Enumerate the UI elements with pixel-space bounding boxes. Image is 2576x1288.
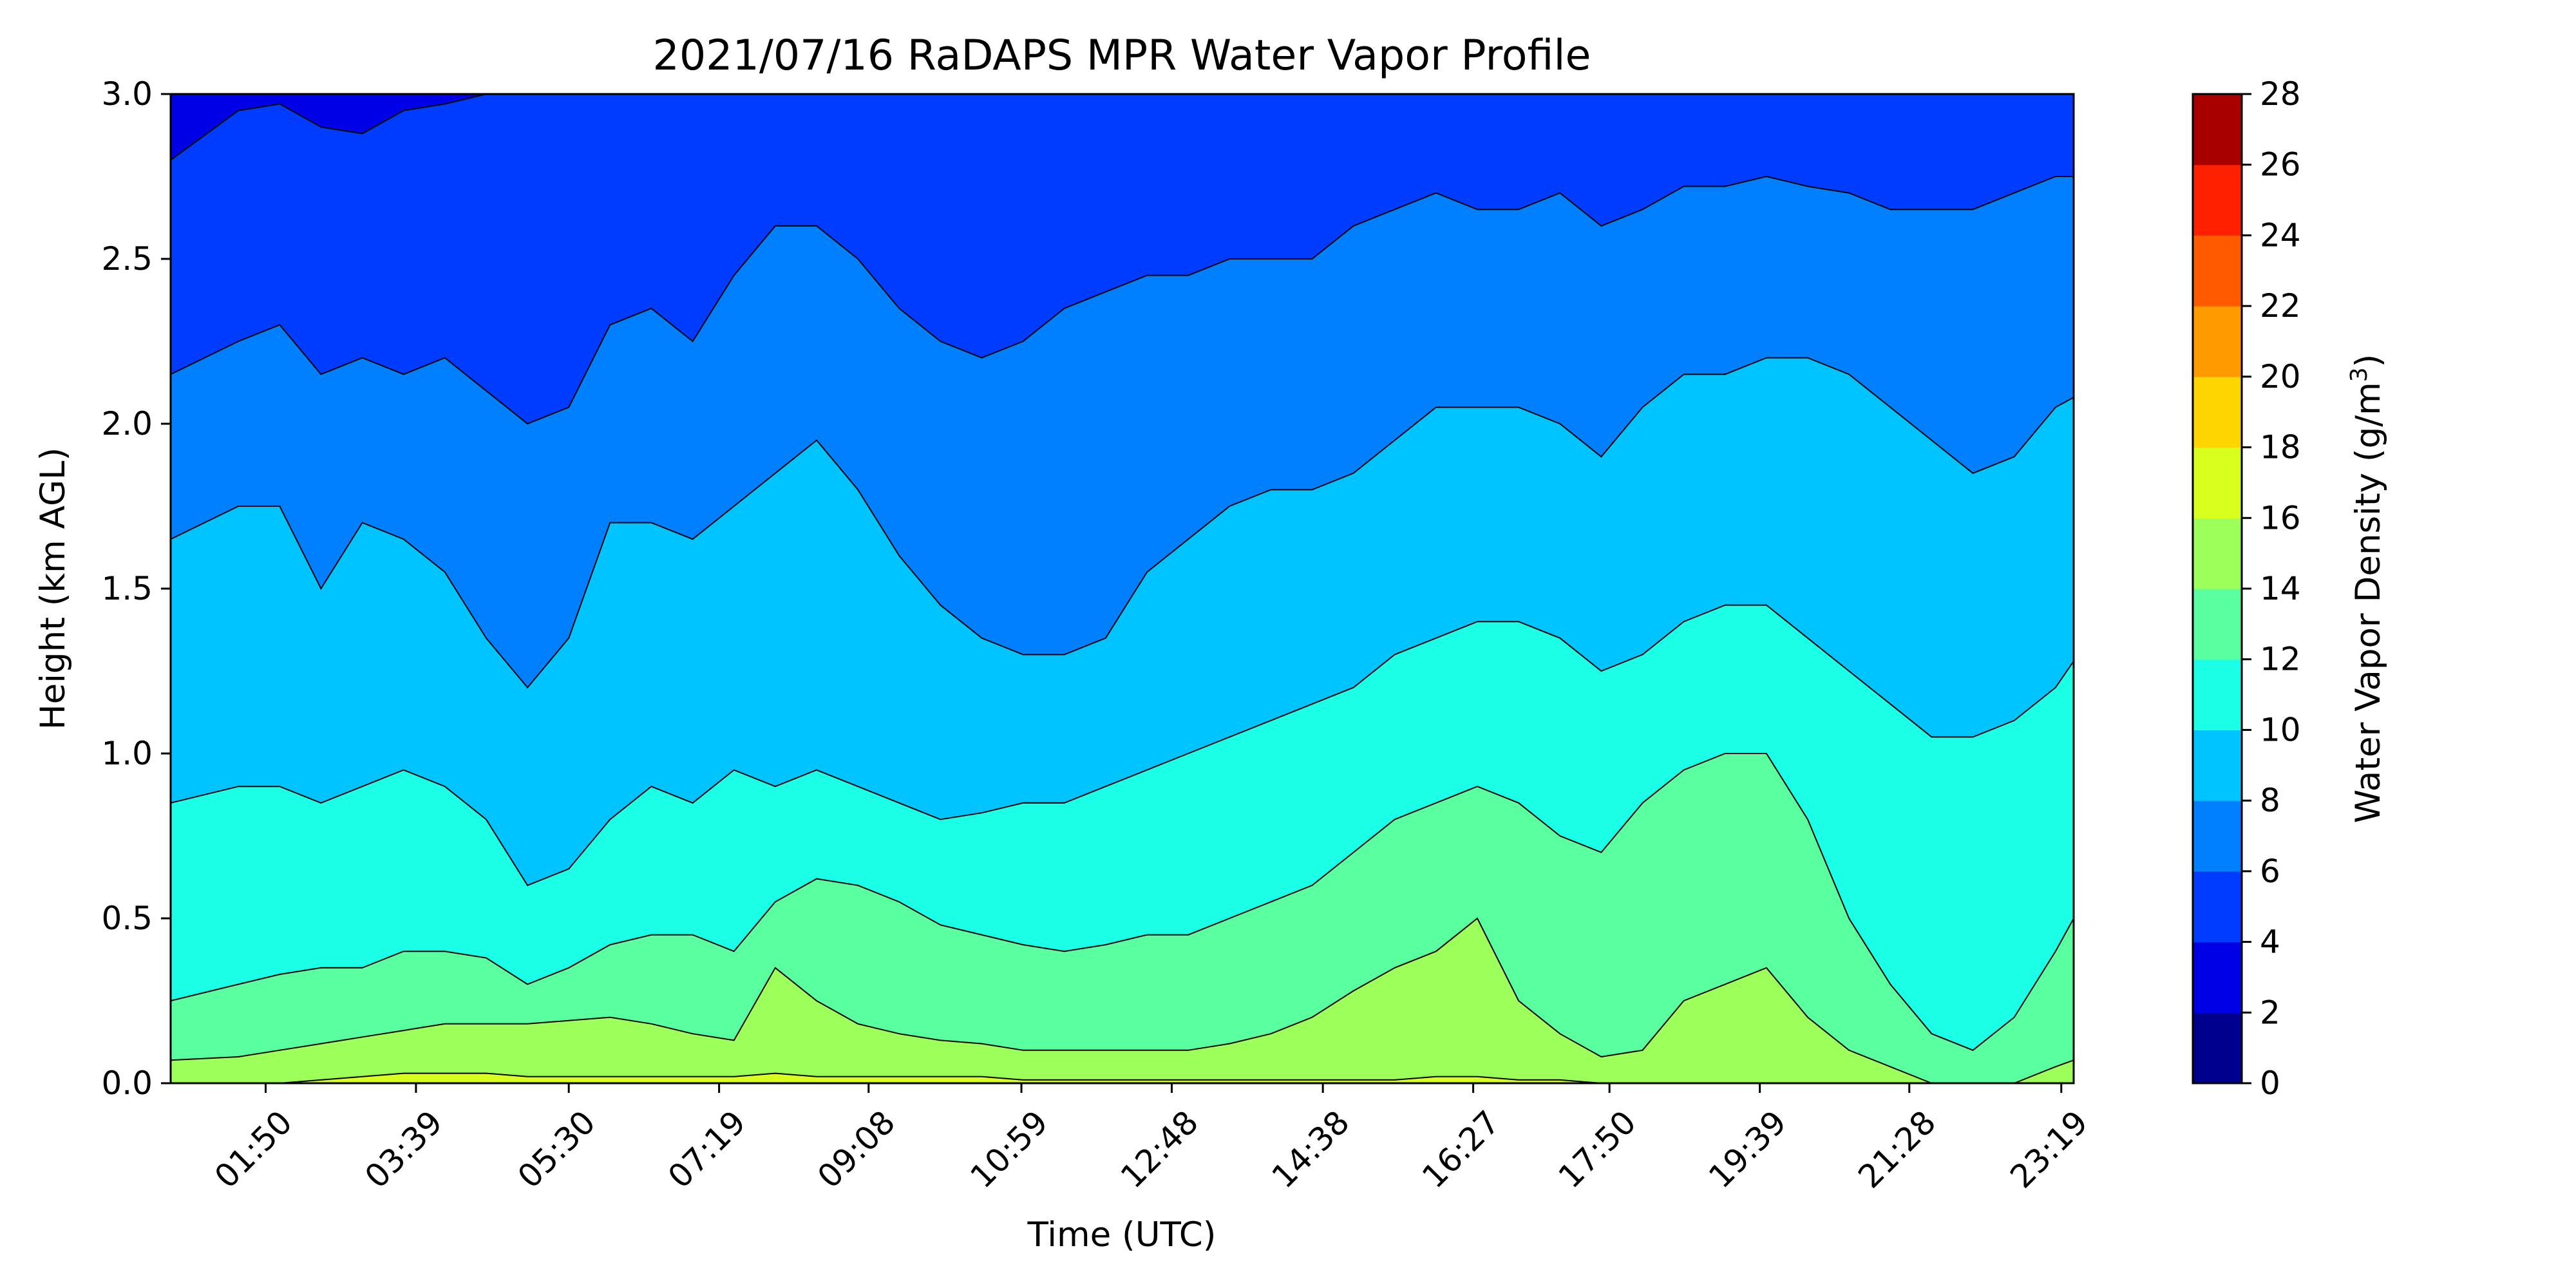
- x-tick-label: 03:39: [358, 1103, 450, 1195]
- y-axis-title: Height (km AGL): [33, 448, 73, 730]
- contour-line-14: [171, 917, 2074, 1083]
- colorbar-segment: [2193, 800, 2242, 872]
- colorbar-segment: [2193, 589, 2242, 660]
- plot-area: [171, 94, 2074, 1083]
- y-tick-label: 3.0: [101, 75, 153, 113]
- colorbar-tick-label: 8: [2260, 782, 2280, 819]
- x-tick-label: 17:50: [1551, 1103, 1643, 1195]
- contour-line-6: [171, 175, 2074, 425]
- colorbar-segment: [2193, 518, 2242, 589]
- colorbar-title: Water Vapor Density (g/m3): [2346, 354, 2388, 824]
- colorbar-segment: [2193, 306, 2242, 377]
- colorbar-segment: [2193, 376, 2242, 448]
- colorbar-segment: [2193, 871, 2242, 943]
- colorbar-title-exponent: 3: [2346, 367, 2372, 382]
- x-tick-label: 07:19: [661, 1103, 753, 1195]
- x-tick-label: 10:59: [963, 1103, 1056, 1195]
- contour-line-10: [171, 604, 2074, 887]
- x-tick-label: 16:27: [1415, 1103, 1507, 1195]
- contour-line-8: [171, 357, 2074, 689]
- colorbar-title-main: Water Vapor Density (g/m: [2349, 382, 2388, 823]
- colorbar-tick-label: 0: [2260, 1065, 2280, 1102]
- band-12-14: [171, 753, 2074, 1083]
- x-tick-label: 12:48: [1113, 1103, 1206, 1195]
- colorbar-segment: [2193, 730, 2242, 801]
- colorbar-tick-label: 20: [2260, 358, 2301, 395]
- band-14-16: [171, 918, 2074, 1083]
- x-tick-label: 21:28: [1851, 1103, 1943, 1195]
- colorbar-tick-label: 4: [2260, 923, 2280, 961]
- colorbar-tick-label: 10: [2260, 711, 2301, 748]
- colorbar-title-close: ): [2349, 354, 2388, 368]
- colorbar-tick-label: 26: [2260, 146, 2301, 184]
- y-axis: 0.0 0.5 1.0 1.5 2.0 2.5 3.0: [101, 75, 171, 1102]
- x-axis: 01:50 03:39 05:30 07:19 09:08 10:59 12:48 14:38…: [207, 1083, 2095, 1195]
- colorbar-tick-label: 16: [2260, 499, 2301, 536]
- colorbar-tick-label: 6: [2260, 853, 2280, 890]
- colorbar-tick-label: 2: [2260, 994, 2280, 1031]
- y-tick-label: 0.5: [101, 900, 153, 937]
- x-tick-label: 01:50: [207, 1103, 299, 1195]
- x-tick-label: 05:30: [511, 1103, 603, 1195]
- colorbar-tick-label: 12: [2260, 641, 2301, 678]
- contour-line-12: [171, 753, 2074, 1051]
- y-tick-label: 2.5: [101, 240, 153, 278]
- colorbar-segment: [2193, 447, 2242, 518]
- band-16-18: [171, 1073, 2074, 1083]
- chart-title: 2021/07/16 RaDAPS MPR Water Vapor Profil…: [652, 32, 1591, 80]
- colorbar-tick-label: 24: [2260, 216, 2301, 254]
- colorbar-tick-label: 14: [2260, 570, 2301, 607]
- x-tick-label: 14:38: [1265, 1103, 1357, 1195]
- colorbar-tick-label: 28: [2260, 75, 2301, 113]
- x-axis-title: Time (UTC): [1027, 1215, 1217, 1255]
- colorbar-segment: [2193, 942, 2242, 1013]
- contour-line-16: [171, 1072, 2074, 1083]
- colorbar-segment: [2193, 235, 2242, 307]
- colorbar-segment: [2193, 659, 2242, 730]
- colorbar-tick-label: 22: [2260, 287, 2301, 325]
- x-tick-label: 19:39: [1701, 1103, 1794, 1195]
- colorbar-segment: [2193, 1012, 2242, 1084]
- colorbar-tick-label: 18: [2260, 429, 2301, 466]
- x-tick-label: 23:19: [2003, 1103, 2095, 1195]
- band-2-4: [171, 94, 2074, 160]
- y-tick-label: 0.0: [101, 1065, 153, 1102]
- colorbar-segment: [2193, 94, 2242, 166]
- colorbar-segment: [2193, 164, 2242, 236]
- x-tick-label: 09:08: [810, 1103, 902, 1195]
- y-tick-label: 1.5: [101, 570, 153, 607]
- y-tick-label: 2.0: [101, 405, 153, 442]
- y-tick-label: 1.0: [101, 735, 153, 772]
